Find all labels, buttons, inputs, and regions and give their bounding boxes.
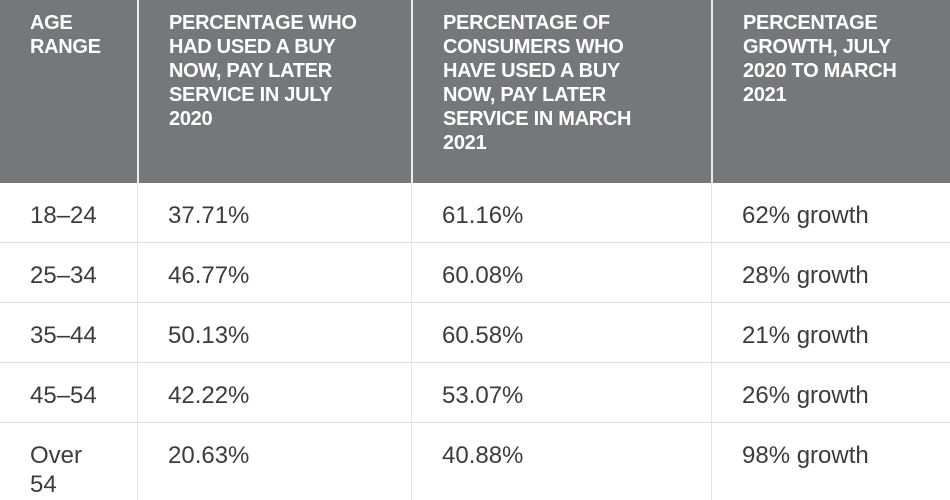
- table-row-over-54: Over 54 20.63% 40.88% 98% growth: [0, 422, 950, 500]
- age-cell: Over 54: [30, 442, 83, 498]
- table-header-row: AGE RANGE PERCENTAGE WHO HAD USED A BUY …: [0, 0, 950, 183]
- march-2021-cell: 53.07%: [411, 363, 711, 422]
- table-row-18-24: 18–24 37.71% 61.16% 62% growth: [0, 183, 950, 242]
- table-row-25-34: 25–34 46.77% 60.08% 28% growth: [0, 242, 950, 302]
- july-2020-cell: 20.63%: [137, 423, 411, 500]
- table-row-45-54: 45–54 42.22% 53.07% 26% growth: [0, 362, 950, 422]
- march-2021-cell: 60.08%: [411, 243, 711, 302]
- growth-cell: 26% growth: [711, 363, 950, 422]
- column-header-percentage-growth: PERCENTAGE GROWTH, JULY 2020 TO MARCH 20…: [711, 0, 950, 183]
- table-row-35-44: 35–44 50.13% 60.58% 21% growth: [0, 302, 950, 362]
- age-cell: 45–54: [30, 382, 97, 409]
- july-2020-cell: 50.13%: [137, 303, 411, 362]
- age-cell: 18–24: [30, 202, 97, 229]
- july-2020-cell: 46.77%: [137, 243, 411, 302]
- march-2021-cell: 40.88%: [411, 423, 711, 500]
- column-header-used-march-2021: PERCENTAGE OF CONSUMERS WHO HAVE USED A …: [411, 0, 711, 183]
- age-cell: 35–44: [30, 322, 97, 349]
- column-header-age-range: AGE RANGE: [30, 12, 101, 58]
- growth-cell: 62% growth: [711, 183, 950, 242]
- growth-cell: 21% growth: [711, 303, 950, 362]
- march-2021-cell: 61.16%: [411, 183, 711, 242]
- july-2020-cell: 37.71%: [137, 183, 411, 242]
- growth-cell: 98% growth: [711, 423, 950, 500]
- column-header-used-july-2020: PERCENTAGE WHO HAD USED A BUY NOW, PAY L…: [137, 0, 411, 183]
- age-cell: 25–34: [30, 262, 97, 289]
- july-2020-cell: 42.22%: [137, 363, 411, 422]
- march-2021-cell: 60.58%: [411, 303, 711, 362]
- growth-cell: 28% growth: [711, 243, 950, 302]
